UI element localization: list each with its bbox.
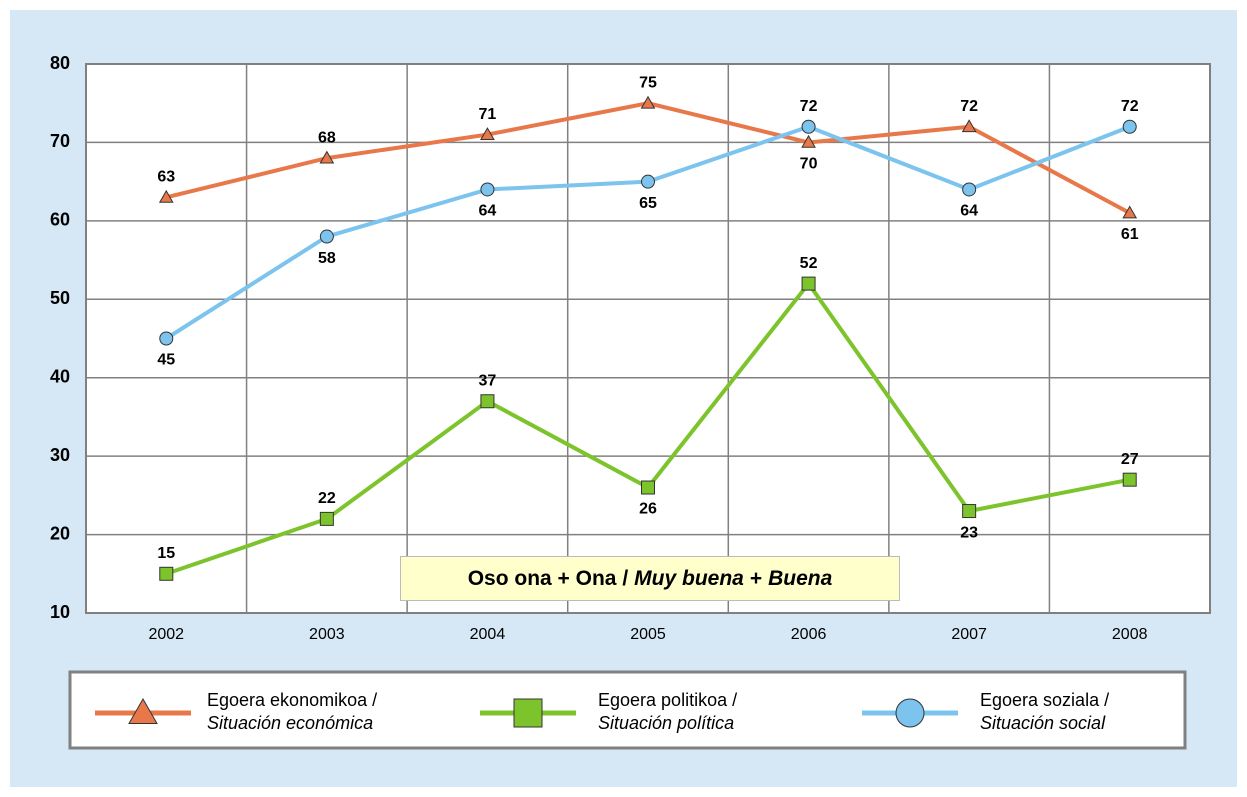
data-label: 52	[800, 255, 818, 272]
data-label: 61	[1121, 226, 1139, 243]
y-tick-label: 40	[50, 366, 70, 386]
annotation-text: Buena	[768, 566, 833, 590]
x-tick-label: 2002	[148, 626, 184, 643]
data-label: 63	[157, 169, 175, 186]
y-tick-label: 80	[50, 53, 70, 73]
legend-label: Egoera ekonomikoa /	[207, 690, 377, 710]
x-tick-label: 2005	[630, 626, 666, 643]
marker	[801, 134, 816, 148]
x-tick-label: 2008	[1112, 626, 1148, 643]
marker	[641, 480, 655, 495]
marker	[962, 504, 977, 519]
annotation: Oso ona + Ona / Muy buena + Buena	[400, 556, 900, 601]
legend-label: Egoera soziala /	[980, 690, 1109, 710]
y-tick-label: 50	[50, 288, 70, 308]
legend-label: Egoera politikoa /	[598, 690, 737, 710]
x-tick-label: 2007	[951, 626, 987, 643]
y-tick-label: 60	[50, 210, 70, 230]
marker	[962, 182, 977, 197]
data-label: 15	[157, 545, 175, 562]
data-label: 65	[639, 195, 657, 212]
data-label: 72	[960, 98, 978, 115]
marker	[640, 95, 656, 109]
marker	[1122, 119, 1137, 134]
y-tick-label: 70	[50, 131, 70, 151]
y-tick-label: 20	[50, 523, 70, 543]
x-tick-label: 2004	[470, 626, 506, 643]
marker	[1122, 205, 1138, 219]
marker	[480, 394, 495, 409]
annotation-text: +	[749, 566, 763, 590]
marker	[159, 566, 174, 581]
marker	[319, 511, 334, 526]
legend-marker	[513, 698, 543, 728]
legend-label: Situación económica	[207, 713, 373, 733]
annotation-text: Muy buena	[634, 566, 744, 590]
marker	[158, 189, 174, 203]
x-tick-label: 2003	[309, 626, 345, 643]
marker	[480, 182, 495, 197]
data-label: 23	[960, 524, 978, 541]
marker	[319, 229, 334, 244]
marker	[801, 119, 816, 134]
marker	[801, 276, 816, 291]
grid	[86, 63, 1210, 614]
plot-area	[85, 63, 1211, 614]
y-tick-label: 10	[50, 602, 70, 622]
data-label: 64	[479, 203, 497, 220]
y-tick-label: 30	[50, 445, 70, 465]
data-label: 75	[639, 74, 657, 91]
data-label: 71	[479, 106, 497, 123]
data-label: 72	[1121, 98, 1139, 115]
marker	[159, 331, 174, 346]
data-label: 22	[318, 490, 336, 507]
marker	[1122, 472, 1137, 487]
data-label: 58	[318, 250, 336, 267]
marker	[319, 150, 335, 164]
annotation-text: Oso ona + Ona /	[467, 566, 629, 590]
legend	[68, 670, 1187, 750]
data-label: 70	[800, 156, 818, 173]
marker	[641, 174, 655, 189]
x-tick-label: 2006	[791, 626, 827, 643]
data-label: 72	[800, 98, 818, 115]
data-label: 64	[960, 203, 978, 220]
marker	[961, 119, 977, 133]
data-label: 37	[479, 372, 497, 389]
legend-marker	[895, 698, 925, 728]
data-label: 27	[1121, 451, 1139, 468]
data-label: 26	[639, 501, 657, 518]
legend-marker	[128, 697, 158, 724]
data-label: 68	[318, 129, 336, 146]
legend-label: Situación política	[598, 713, 734, 733]
marker	[480, 127, 495, 140]
legend-label: Situación social	[980, 713, 1106, 733]
data-label: 45	[157, 352, 175, 369]
